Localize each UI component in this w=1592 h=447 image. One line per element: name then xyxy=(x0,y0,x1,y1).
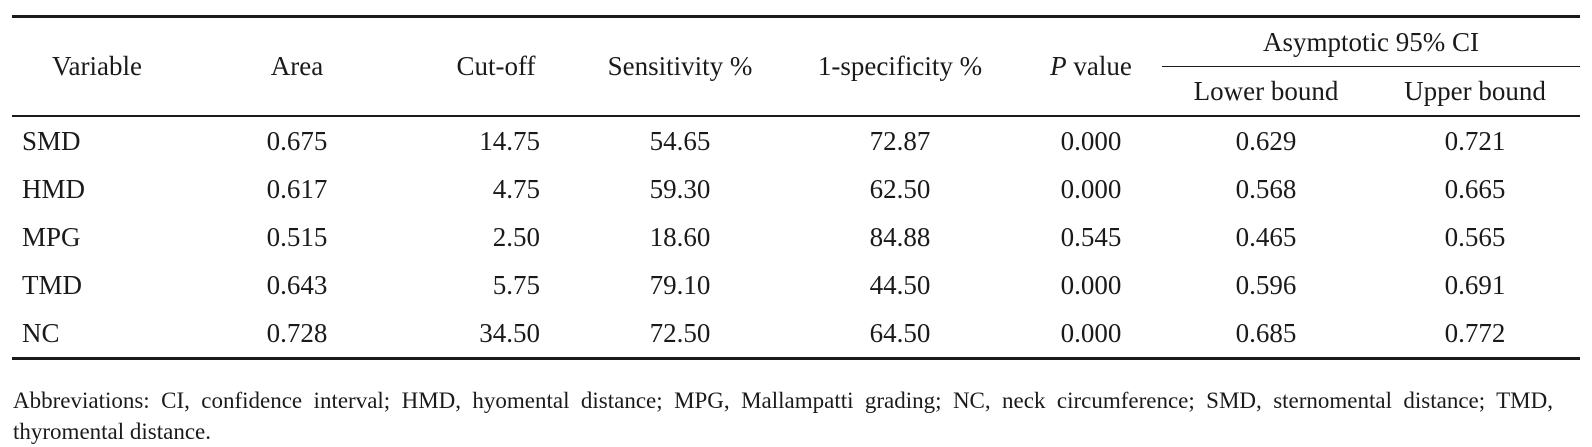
table-row: HMD 0.617 4.75 59.30 62.50 0.000 0.568 0… xyxy=(12,165,1580,213)
header-variable: Variable xyxy=(12,15,182,117)
cell-p-value: 0.545 xyxy=(1060,221,1122,252)
cell-lower-bound: 0.685 xyxy=(1162,309,1370,360)
cell-one-minus-specificity: 84.88 xyxy=(869,221,931,252)
cell-one-minus-specificity: 64.50 xyxy=(780,309,1020,360)
cell-upper-bound: 0.721 xyxy=(1444,125,1506,156)
cell-variable: MPG xyxy=(22,221,81,252)
cell-p-value: 0.000 xyxy=(1060,173,1122,204)
cell-lower-bound: 0.568 xyxy=(1235,173,1297,204)
cell-lower-bound: 0.629 xyxy=(1235,125,1297,156)
header-ci-group: Asymptotic 95% CI xyxy=(1162,15,1580,67)
header-area: Area xyxy=(182,15,412,117)
cell-cutoff: 4.75 xyxy=(492,173,540,204)
cell-one-minus-specificity: 62.50 xyxy=(869,173,931,204)
roc-results-table: Variable Area Cut-off Sensitivity % 1-sp… xyxy=(12,15,1580,360)
cell-area: 0.643 xyxy=(266,269,328,300)
header-upper-bound: Upper bound xyxy=(1370,66,1580,117)
cell-variable: NC xyxy=(12,309,182,360)
cell-cutoff: 2.50 xyxy=(492,221,540,252)
cell-cutoff: 34.50 xyxy=(412,309,580,360)
cell-sensitivity: 59.30 xyxy=(649,173,711,204)
cell-area: 0.617 xyxy=(266,173,328,204)
results-table-container: Variable Area Cut-off Sensitivity % 1-sp… xyxy=(12,15,1580,360)
cell-area: 0.728 xyxy=(182,309,412,360)
cell-sensitivity: 72.50 xyxy=(580,309,780,360)
cell-cutoff: 5.75 xyxy=(492,269,540,300)
table-header: Variable Area Cut-off Sensitivity % 1-sp… xyxy=(12,15,1580,117)
header-cutoff: Cut-off xyxy=(412,15,580,117)
cell-sensitivity: 18.60 xyxy=(649,221,711,252)
cell-upper-bound: 0.665 xyxy=(1444,173,1506,204)
table-row: NC 0.728 34.50 72.50 64.50 0.000 0.685 0… xyxy=(12,309,1580,360)
header-sensitivity: Sensitivity % xyxy=(580,15,780,117)
table-footnote: Abbreviations: CI, confidence interval; … xyxy=(13,388,1553,444)
cell-cutoff: 14.75 xyxy=(479,125,540,156)
header-p-rest: value xyxy=(1066,51,1132,81)
table-row: SMD 0.675 14.75 54.65 72.87 0.000 0.629 … xyxy=(12,116,1580,165)
cell-p-value: 0.000 xyxy=(1060,125,1122,156)
table-row: TMD 0.643 5.75 79.10 44.50 0.000 0.596 0… xyxy=(12,261,1580,309)
cell-sensitivity: 54.65 xyxy=(649,125,711,156)
header-p-italic: P xyxy=(1050,51,1067,81)
cell-variable: HMD xyxy=(22,173,86,204)
cell-variable: TMD xyxy=(22,269,82,300)
table-body: SMD 0.675 14.75 54.65 72.87 0.000 0.629 … xyxy=(12,116,1580,360)
cell-p-value: 0.000 xyxy=(1060,269,1122,300)
cell-upper-bound: 0.772 xyxy=(1370,309,1580,360)
cell-one-minus-specificity: 44.50 xyxy=(869,269,931,300)
cell-sensitivity: 79.10 xyxy=(649,269,711,300)
header-lower-bound: Lower bound xyxy=(1162,66,1370,117)
header-p-value: P value xyxy=(1020,15,1162,117)
cell-lower-bound: 0.596 xyxy=(1235,269,1297,300)
cell-one-minus-specificity: 72.87 xyxy=(869,125,931,156)
cell-area: 0.675 xyxy=(266,125,328,156)
table-row: MPG 0.515 2.50 18.60 84.88 0.545 0.465 0… xyxy=(12,213,1580,261)
cell-area: 0.515 xyxy=(266,221,328,252)
cell-lower-bound: 0.465 xyxy=(1235,221,1297,252)
cell-upper-bound: 0.691 xyxy=(1444,269,1506,300)
cell-upper-bound: 0.565 xyxy=(1444,221,1506,252)
header-one-minus-specificity: 1-specificity % xyxy=(780,15,1020,117)
cell-variable: SMD xyxy=(22,125,81,156)
cell-p-value: 0.000 xyxy=(1020,309,1162,360)
